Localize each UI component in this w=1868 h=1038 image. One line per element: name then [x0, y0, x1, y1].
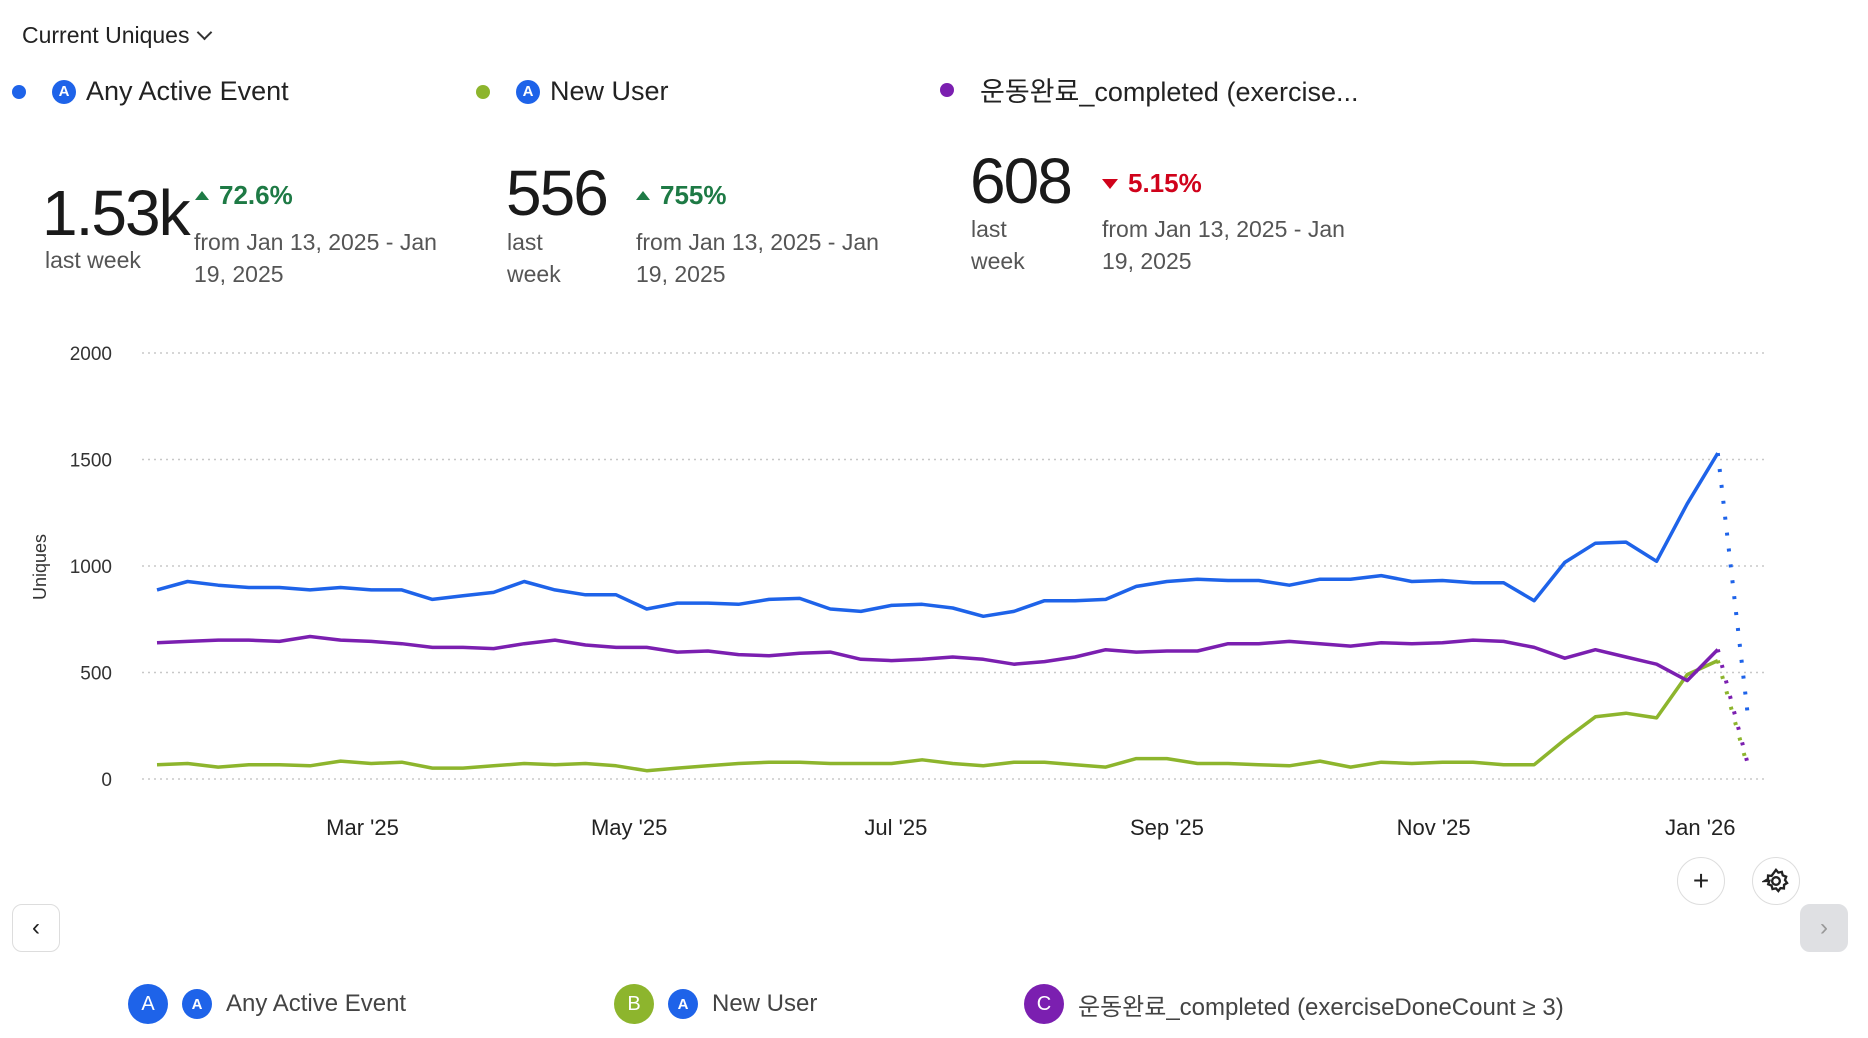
summary-value: 608	[970, 145, 1073, 217]
y-axis-label: Uniques	[30, 534, 50, 600]
plus-icon: +	[1692, 865, 1710, 896]
series-badge: C	[1024, 984, 1064, 1024]
line-chart: Uniques 0 500 1000 1500 2000 Mar '25 May '25 Ju…	[30, 344, 1765, 840]
x-tick-label: Jan '26	[1665, 815, 1735, 840]
projected-line	[1715, 648, 1750, 765]
x-tick-label: Mar '25	[326, 815, 399, 840]
legend-label: Any Active Event	[226, 990, 407, 1017]
arrow-up-icon	[195, 191, 209, 200]
summary-value: 556	[506, 157, 609, 229]
arrow-up-icon	[636, 191, 650, 200]
summary-compare: from Jan 13, 2025 - Jan 19, 2025	[636, 229, 879, 287]
y-tick-label: 1500	[70, 451, 112, 472]
series-line	[156, 452, 1720, 619]
add-button[interactable]: +	[1677, 857, 1725, 905]
legend-label: New User	[550, 76, 669, 106]
summary-period: last week	[507, 229, 561, 287]
projected-line	[1715, 452, 1750, 716]
legend-label: 운동완료_completed (exerciseDoneCount ≥ 3)	[1078, 993, 1564, 1021]
amplitude-event-icon: A	[182, 989, 212, 1019]
arrow-down-icon	[1102, 178, 1118, 189]
amplitude-event-icon: A	[516, 79, 540, 104]
series-line	[156, 659, 1719, 773]
x-tick-label: May '25	[591, 815, 667, 840]
change-text: 72.6%	[219, 180, 293, 210]
summary-change: 755%	[636, 180, 727, 211]
scroll-left-button[interactable]: ‹	[12, 904, 60, 952]
gear-icon	[1762, 868, 1789, 893]
legend-label: Any Active Event	[86, 76, 289, 106]
amplitude-event-icon: A	[668, 989, 698, 1019]
summary-change: 5.15%	[1102, 168, 1202, 199]
legend-item-new-user[interactable]: A New User	[476, 76, 669, 107]
y-tick-label: 0	[101, 770, 112, 791]
summary-compare: from Jan 13, 2025 - Jan 19, 2025	[194, 229, 437, 287]
change-text: 5.15%	[1128, 168, 1202, 198]
series-dot-icon	[476, 84, 490, 99]
y-tick-label: 1000	[70, 557, 112, 578]
chevron-left-icon: ‹	[32, 914, 40, 941]
series-badge: B	[614, 984, 654, 1024]
bottom-legend-c[interactable]: C 운동완료_completed (exerciseDoneCount ≥ 3)	[1024, 984, 1564, 1024]
projected-line	[1715, 660, 1750, 768]
x-tick-label: Nov '25	[1397, 815, 1471, 840]
x-tick-label: Sep '25	[1130, 815, 1204, 840]
y-tick-label: 2000	[70, 344, 112, 365]
change-text: 755%	[660, 180, 727, 210]
scroll-right-button[interactable]: ›	[1800, 904, 1848, 952]
summary-period: last week	[971, 216, 1025, 274]
series-dot-icon	[12, 84, 26, 99]
metric-dropdown[interactable]: Current Uniques	[22, 22, 213, 49]
x-tick-label: Jul '25	[864, 815, 927, 840]
y-tick-label: 500	[80, 664, 112, 685]
legend-item-any-active-event[interactable]: A Any Active Event	[12, 76, 289, 107]
bottom-legend-b[interactable]: B A New User	[614, 984, 817, 1024]
settings-button[interactable]	[1752, 857, 1800, 905]
summary-change: 72.6%	[195, 180, 293, 211]
summary-compare: from Jan 13, 2025 - Jan 19, 2025	[1102, 216, 1345, 274]
legend-item-exercise-completed[interactable]: 운동완료_completed (exercise...	[940, 70, 1358, 109]
bottom-legend-a[interactable]: A A Any Active Event	[128, 984, 406, 1024]
metric-dropdown-label: Current Uniques	[22, 22, 190, 48]
series-dot-icon	[940, 82, 954, 97]
summary-value: 1.53k	[42, 177, 191, 249]
series-line	[156, 634, 1720, 683]
legend-label: 운동완료_completed (exercise...	[980, 77, 1359, 107]
amplitude-event-icon: A	[52, 79, 76, 104]
legend-label: New User	[712, 990, 818, 1017]
chevron-right-icon: ›	[1820, 914, 1828, 941]
series-badge: A	[128, 984, 168, 1024]
summary-period: last week	[45, 247, 141, 273]
